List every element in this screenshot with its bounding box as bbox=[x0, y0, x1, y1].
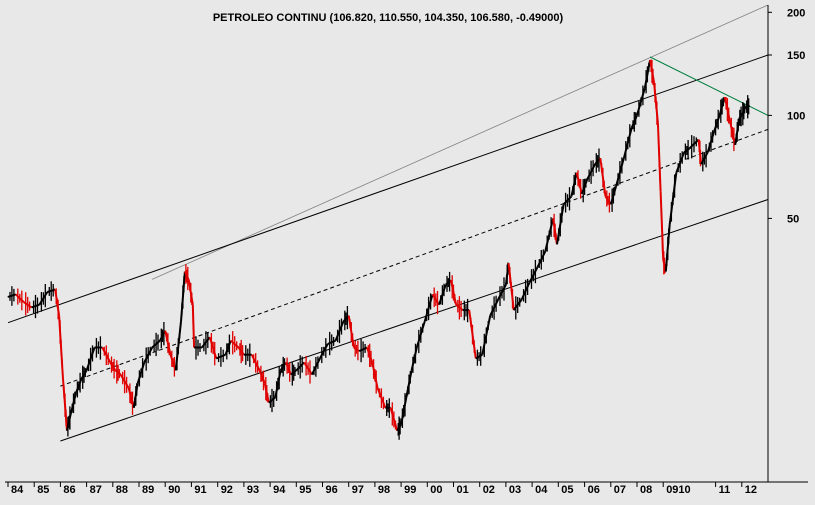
x-tick-label: 01 bbox=[457, 484, 469, 496]
x-tick-label: 02 bbox=[483, 484, 495, 496]
x-tick-label: 96 bbox=[326, 484, 338, 496]
price-series bbox=[7, 59, 750, 440]
x-tick-label: 12 bbox=[745, 484, 757, 496]
x-tick-label: 87 bbox=[90, 484, 102, 496]
series-start-point bbox=[7, 296, 9, 298]
x-tick-label: 91 bbox=[194, 484, 206, 496]
x-tick-label: 90 bbox=[168, 484, 180, 496]
x-tick-label: 97 bbox=[352, 484, 364, 496]
x-tick-label: 93 bbox=[247, 484, 259, 496]
x-tick-label: 85 bbox=[37, 484, 49, 496]
x-axis-ticks: 84 85 86 87 88 89 90 91 92 93 94 95 96 97 98 99 00 01 02 03… bbox=[7, 482, 757, 496]
x-tick-label: 88 bbox=[116, 484, 128, 496]
x-tick-label: 94 bbox=[273, 484, 286, 496]
x-tick-label: 99 bbox=[404, 484, 416, 496]
x-tick-label: 84 bbox=[11, 484, 24, 496]
x-tick-label: 98 bbox=[378, 484, 390, 496]
channel-lower-line bbox=[60, 199, 769, 442]
chart-title: PETROLEO CONTINU (106.820, 110.550, 104.… bbox=[213, 12, 564, 24]
x-tick-label: 0910 bbox=[666, 484, 690, 496]
y-tick-label: 200 bbox=[787, 7, 805, 19]
x-tick-label: 06 bbox=[588, 484, 600, 496]
outer-upper-channel-line bbox=[151, 4, 769, 280]
x-tick-label: 86 bbox=[63, 484, 75, 496]
y-axis-ticks: 50 100 150 200 bbox=[768, 7, 805, 225]
x-tick-label: 11 bbox=[719, 484, 731, 496]
x-tick-label: 92 bbox=[221, 484, 233, 496]
x-tick-label: 95 bbox=[299, 484, 311, 496]
y-tick-label: 100 bbox=[787, 110, 805, 122]
x-tick-label: 08 bbox=[640, 484, 652, 496]
y-tick-label: 50 bbox=[787, 213, 799, 225]
x-tick-label: 07 bbox=[614, 484, 626, 496]
y-tick-label: 150 bbox=[787, 50, 805, 62]
x-tick-label: 05 bbox=[561, 484, 573, 496]
x-tick-label: 04 bbox=[535, 484, 548, 496]
x-tick-label: 89 bbox=[142, 484, 154, 496]
x-tick-label: 00 bbox=[430, 484, 442, 496]
x-tick-label: 03 bbox=[509, 484, 521, 496]
